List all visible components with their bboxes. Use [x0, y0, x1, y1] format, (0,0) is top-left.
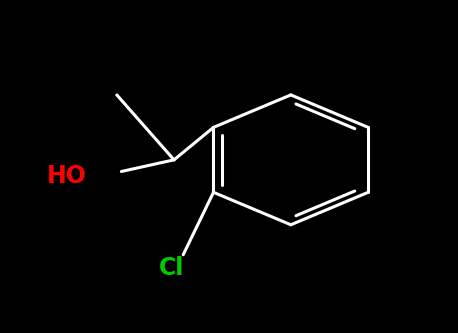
Text: HO: HO [47, 165, 87, 188]
Text: Cl: Cl [159, 256, 185, 280]
